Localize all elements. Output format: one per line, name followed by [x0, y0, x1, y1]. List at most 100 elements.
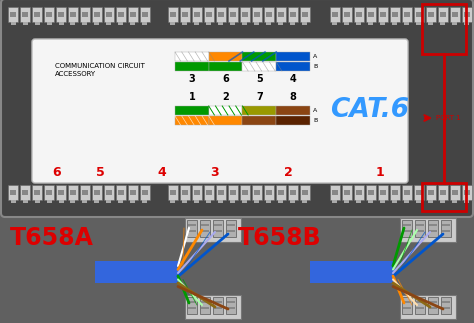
Bar — [170, 12, 176, 17]
Bar — [22, 200, 27, 203]
Bar — [118, 190, 124, 195]
Text: 6: 6 — [53, 165, 61, 179]
Bar — [143, 200, 147, 203]
Bar — [227, 301, 235, 303]
Bar — [240, 185, 250, 200]
Text: 5: 5 — [256, 74, 263, 84]
Bar — [252, 185, 262, 200]
Bar — [288, 185, 298, 200]
Bar — [70, 12, 76, 17]
Bar — [310, 261, 395, 283]
Text: 4: 4 — [290, 74, 297, 84]
Bar — [8, 185, 18, 200]
Bar — [20, 185, 30, 200]
Bar — [252, 7, 262, 22]
Text: 1: 1 — [375, 165, 384, 179]
Bar — [46, 190, 52, 195]
Bar — [92, 185, 102, 200]
Bar — [404, 12, 410, 17]
Text: B: B — [313, 118, 317, 123]
Bar — [254, 12, 260, 17]
Bar — [368, 190, 374, 195]
Text: 8: 8 — [290, 92, 297, 102]
Bar — [243, 62, 276, 71]
Bar — [441, 297, 451, 314]
Bar — [452, 190, 458, 195]
Bar — [243, 22, 247, 25]
Bar — [71, 200, 75, 203]
Bar — [230, 12, 236, 17]
Bar — [392, 190, 398, 195]
Bar — [243, 116, 276, 125]
Bar — [243, 106, 276, 115]
Bar — [255, 22, 259, 25]
Bar — [276, 7, 286, 22]
Bar — [201, 224, 209, 226]
Bar — [462, 185, 472, 200]
Bar — [143, 22, 147, 25]
Bar — [452, 12, 458, 17]
Bar — [428, 220, 438, 237]
Bar — [194, 22, 200, 25]
Bar — [392, 200, 398, 203]
Bar — [403, 230, 411, 232]
Bar — [402, 220, 412, 237]
Bar — [266, 22, 272, 25]
Bar — [218, 12, 224, 17]
Bar — [402, 297, 412, 314]
Bar — [300, 185, 310, 200]
Bar — [426, 7, 436, 22]
FancyBboxPatch shape — [32, 39, 408, 183]
Bar — [230, 200, 236, 203]
Bar — [345, 22, 349, 25]
Bar — [450, 7, 460, 22]
Bar — [182, 190, 188, 195]
Bar — [22, 190, 28, 195]
Text: 4: 4 — [158, 165, 166, 179]
Bar — [219, 22, 224, 25]
Text: 7: 7 — [256, 92, 263, 102]
Bar — [368, 22, 374, 25]
Bar — [227, 224, 235, 226]
Bar — [392, 22, 398, 25]
Bar — [204, 185, 214, 200]
Bar — [266, 12, 272, 17]
FancyBboxPatch shape — [1, 0, 473, 217]
Bar — [417, 200, 421, 203]
Bar — [440, 190, 446, 195]
Bar — [219, 200, 224, 203]
Bar — [58, 22, 64, 25]
Bar — [381, 22, 385, 25]
Bar — [107, 200, 111, 203]
Bar — [185, 218, 241, 242]
Text: 6: 6 — [222, 74, 229, 84]
Bar — [35, 22, 39, 25]
Bar — [242, 190, 248, 195]
Bar — [332, 12, 338, 17]
Bar — [182, 12, 188, 17]
Bar — [44, 7, 54, 22]
Bar — [10, 200, 16, 203]
Bar — [118, 12, 124, 17]
Bar — [288, 7, 298, 22]
Bar — [302, 190, 308, 195]
Bar — [402, 185, 412, 200]
Bar — [10, 22, 16, 25]
Bar — [168, 185, 178, 200]
Bar — [188, 230, 196, 232]
Bar — [450, 185, 460, 200]
Bar — [204, 7, 214, 22]
Bar — [344, 12, 350, 17]
Bar — [130, 22, 136, 25]
Text: 3: 3 — [189, 74, 195, 84]
Bar — [368, 200, 374, 203]
Bar — [94, 190, 100, 195]
Bar — [187, 297, 197, 314]
Bar — [56, 7, 66, 22]
Text: PORT 1: PORT 1 — [436, 115, 461, 121]
Bar — [330, 185, 340, 200]
Bar — [368, 12, 374, 17]
Bar — [356, 190, 362, 195]
Bar — [82, 200, 88, 203]
Bar — [218, 190, 224, 195]
